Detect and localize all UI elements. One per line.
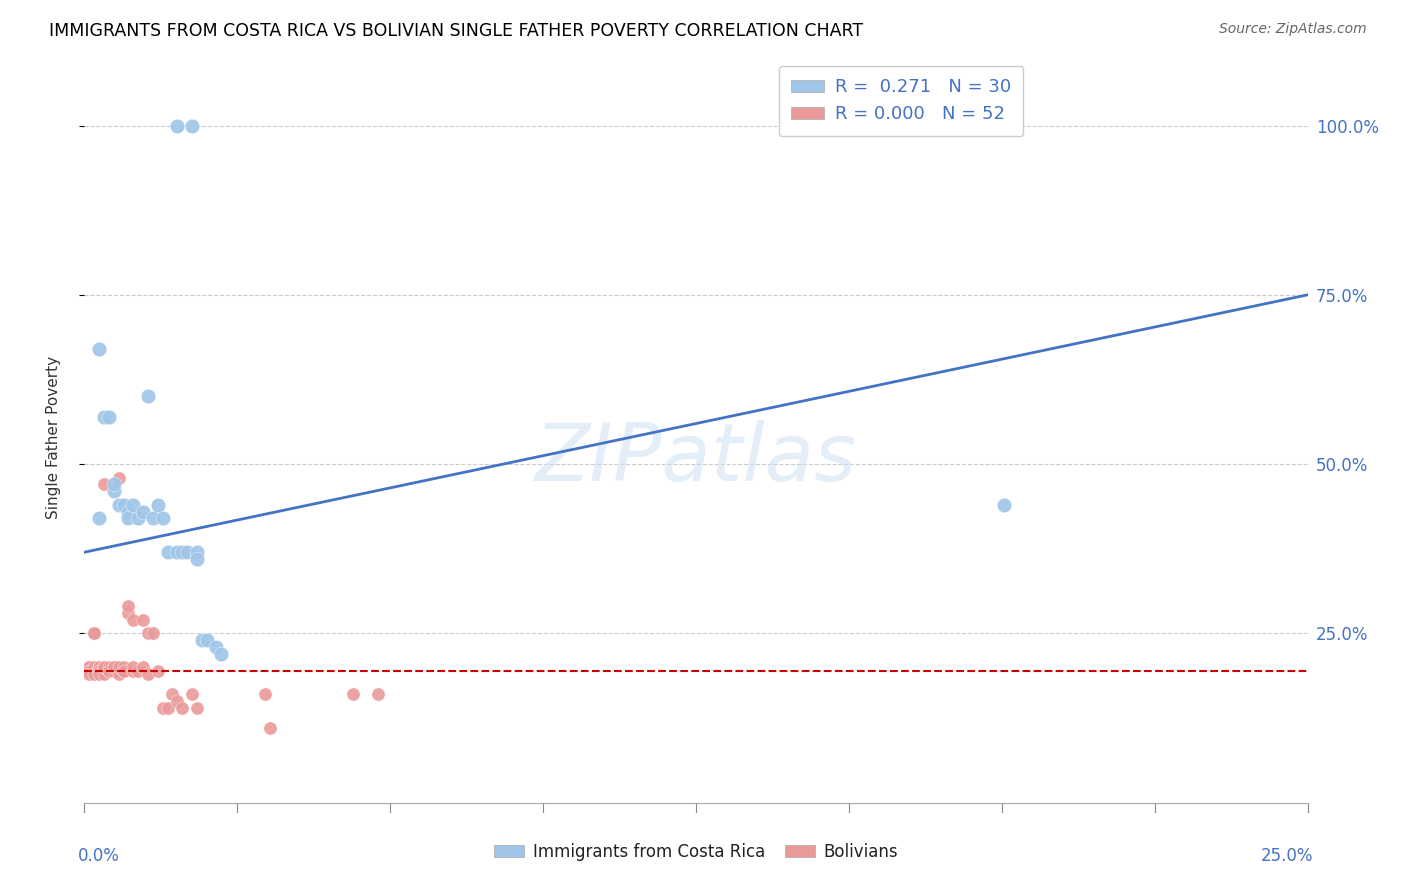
- Point: [132, 613, 155, 627]
- Point: [112, 498, 135, 512]
- Y-axis label: Single Father Poverty: Single Father Poverty: [46, 356, 60, 518]
- Point: [205, 640, 228, 654]
- Text: IMMIGRANTS FROM COSTA RICA VS BOLIVIAN SINGLE FATHER POVERTY CORRELATION CHART: IMMIGRANTS FROM COSTA RICA VS BOLIVIAN S…: [49, 22, 863, 40]
- Point: [156, 701, 179, 715]
- Point: [103, 660, 125, 674]
- Point: [77, 660, 100, 674]
- Point: [146, 664, 169, 678]
- Point: [103, 477, 125, 491]
- Point: [107, 471, 129, 485]
- Point: [209, 647, 232, 661]
- Point: [103, 660, 125, 674]
- Point: [132, 505, 155, 519]
- Point: [93, 477, 115, 491]
- Point: [93, 660, 115, 674]
- Point: [122, 664, 145, 678]
- Point: [77, 664, 100, 678]
- Point: [83, 626, 105, 640]
- Point: [172, 701, 194, 715]
- Point: [122, 613, 145, 627]
- Text: Source: ZipAtlas.com: Source: ZipAtlas.com: [1219, 22, 1367, 37]
- Point: [152, 701, 174, 715]
- Point: [97, 664, 120, 678]
- Point: [122, 498, 145, 512]
- Point: [186, 552, 208, 566]
- Point: [97, 409, 120, 424]
- Point: [186, 701, 208, 715]
- Point: [77, 664, 100, 678]
- Point: [117, 599, 139, 614]
- Point: [156, 545, 179, 559]
- Point: [77, 667, 100, 681]
- Point: [136, 667, 159, 681]
- Point: [107, 660, 129, 674]
- Point: [87, 511, 110, 525]
- Point: [146, 498, 169, 512]
- Point: [87, 342, 110, 356]
- Point: [83, 660, 105, 674]
- Point: [77, 660, 100, 674]
- Point: [93, 667, 115, 681]
- Point: [107, 498, 129, 512]
- Point: [97, 664, 120, 678]
- Text: ZIPatlas: ZIPatlas: [534, 420, 858, 498]
- Point: [993, 498, 1015, 512]
- Point: [166, 119, 188, 133]
- Point: [127, 511, 149, 525]
- Point: [162, 688, 184, 702]
- Point: [97, 660, 120, 674]
- Point: [132, 660, 155, 674]
- Point: [166, 694, 188, 708]
- Text: 25.0%: 25.0%: [1261, 847, 1313, 864]
- Text: 0.0%: 0.0%: [79, 847, 120, 864]
- Point: [259, 721, 281, 735]
- Point: [254, 688, 277, 702]
- Point: [87, 667, 110, 681]
- Point: [93, 409, 115, 424]
- Point: [367, 688, 389, 702]
- Point: [172, 545, 194, 559]
- Legend: Immigrants from Costa Rica, Bolivians: Immigrants from Costa Rica, Bolivians: [488, 837, 904, 868]
- Point: [142, 626, 165, 640]
- Point: [342, 688, 364, 702]
- Point: [181, 688, 204, 702]
- Point: [127, 664, 149, 678]
- Point: [186, 545, 208, 559]
- Point: [166, 545, 188, 559]
- Point: [117, 505, 139, 519]
- Point: [112, 664, 135, 678]
- Point: [112, 660, 135, 674]
- Point: [117, 606, 139, 620]
- Point: [122, 660, 145, 674]
- Point: [83, 667, 105, 681]
- Point: [152, 511, 174, 525]
- Point: [87, 660, 110, 674]
- Point: [142, 511, 165, 525]
- Point: [181, 119, 204, 133]
- Point: [117, 511, 139, 525]
- Point: [107, 667, 129, 681]
- Point: [191, 633, 214, 648]
- Point: [136, 626, 159, 640]
- Point: [103, 664, 125, 678]
- Point: [136, 389, 159, 403]
- Point: [195, 633, 218, 648]
- Point: [87, 664, 110, 678]
- Point: [83, 626, 105, 640]
- Point: [103, 484, 125, 499]
- Point: [112, 664, 135, 678]
- Point: [93, 660, 115, 674]
- Point: [87, 660, 110, 674]
- Point: [176, 545, 198, 559]
